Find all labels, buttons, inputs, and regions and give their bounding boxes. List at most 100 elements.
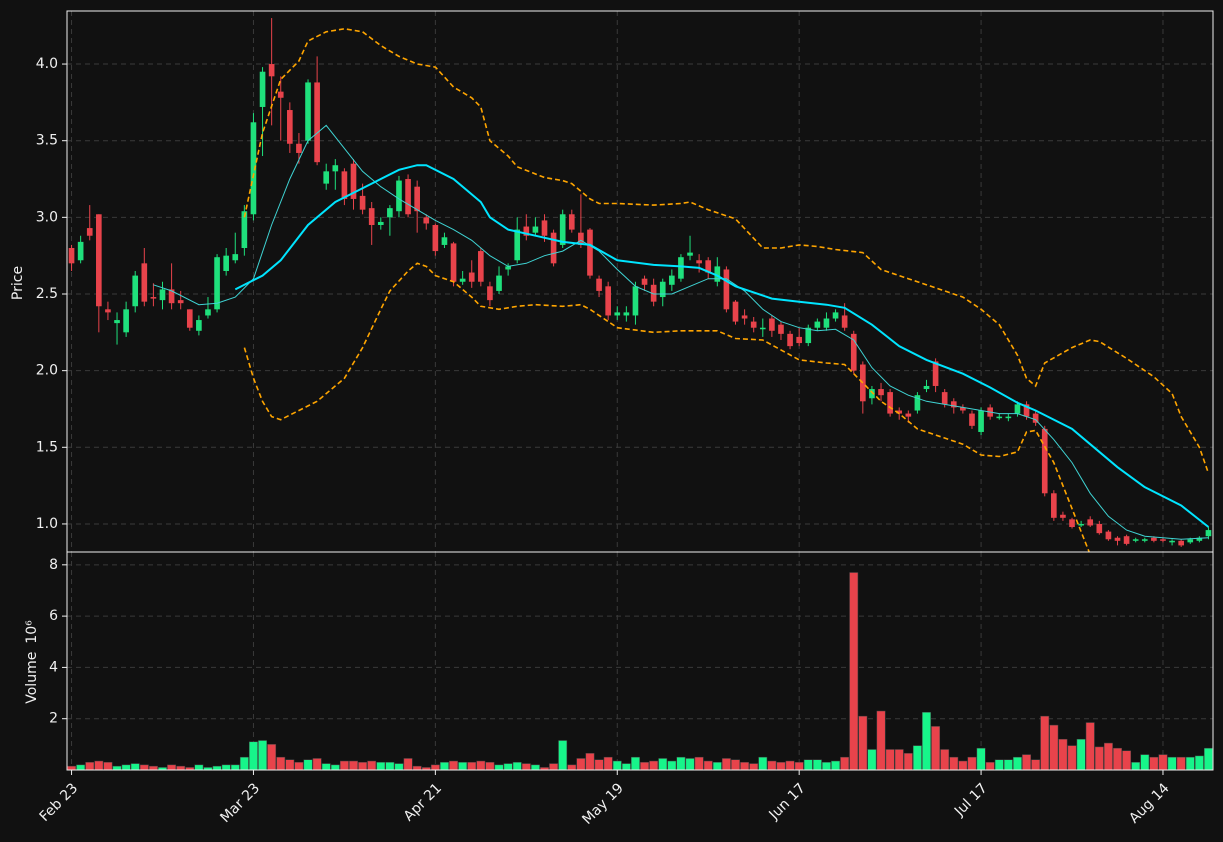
volume-bar xyxy=(76,764,86,771)
volume-bar xyxy=(1140,754,1150,771)
candle-body xyxy=(778,324,784,334)
volume-bar xyxy=(1049,724,1059,771)
candle-body xyxy=(605,286,611,316)
volume-bar xyxy=(721,758,731,771)
candle-body xyxy=(77,241,84,261)
candle-body xyxy=(159,289,166,301)
candle-body xyxy=(832,312,839,319)
volume-bar xyxy=(603,756,613,771)
candle-body xyxy=(514,229,521,261)
volume-bar xyxy=(894,749,904,771)
volume-bar xyxy=(1204,747,1213,771)
volume-bar xyxy=(740,762,750,771)
candle-body xyxy=(114,320,120,324)
candle-body xyxy=(1051,493,1057,518)
volume-bar xyxy=(931,726,941,771)
volume-bar xyxy=(176,765,186,771)
volume-bar xyxy=(585,753,595,771)
candle-body xyxy=(132,275,139,307)
candle-body xyxy=(869,389,875,399)
candle-body xyxy=(614,312,621,316)
candle-body xyxy=(1005,416,1012,419)
candle-body xyxy=(141,263,148,302)
y-tick-label: 2.5 xyxy=(36,286,58,302)
candle-body xyxy=(459,278,466,282)
volume-bar xyxy=(1158,754,1168,771)
volume-bar xyxy=(549,763,559,771)
candle-body xyxy=(978,410,984,432)
volume-bar xyxy=(339,760,349,771)
y-tick-label: 3.5 xyxy=(36,133,58,149)
volume-bar xyxy=(912,745,922,771)
volume-bar xyxy=(694,756,704,771)
volume-bar xyxy=(349,760,358,771)
volume-bar xyxy=(1185,756,1195,771)
candle-body xyxy=(641,278,648,285)
candle-body xyxy=(887,392,893,414)
volume-bar xyxy=(940,749,950,771)
volume-bar xyxy=(367,760,377,771)
volume-bar xyxy=(876,710,886,771)
volume-bar xyxy=(903,753,913,771)
candle-body xyxy=(1069,519,1075,528)
volume-bar xyxy=(685,758,695,771)
candle-body xyxy=(1151,537,1157,541)
candle-body xyxy=(587,229,593,276)
candle-body xyxy=(787,333,793,347)
volume-bar xyxy=(558,740,568,771)
volume-bar xyxy=(594,759,604,771)
candle-body xyxy=(1041,428,1048,494)
volume-bar xyxy=(822,762,831,771)
volume-bar xyxy=(530,764,540,771)
volume-bar xyxy=(1058,738,1068,771)
volume-bar xyxy=(803,759,813,771)
volume-bar xyxy=(567,764,577,771)
candle-body xyxy=(259,71,266,107)
candle-body xyxy=(68,248,75,264)
volume-bar xyxy=(440,762,449,771)
volume-bar xyxy=(1013,756,1022,771)
candle-body xyxy=(914,395,921,411)
volume-bar xyxy=(258,740,267,771)
candle-body xyxy=(496,275,502,291)
candle-body xyxy=(241,211,248,249)
y-tick-label: 4 xyxy=(49,659,58,675)
volume-bar xyxy=(139,764,149,771)
candle-body xyxy=(96,214,102,307)
candle-body xyxy=(487,286,493,301)
candle-body xyxy=(523,226,530,236)
volume-bar xyxy=(412,765,422,771)
candle-body xyxy=(414,186,420,212)
volume-bar xyxy=(658,758,668,771)
candle-body xyxy=(714,266,721,282)
candle-body xyxy=(759,327,766,330)
volume-bar xyxy=(476,760,486,771)
volume-bar xyxy=(967,756,977,771)
candle-body xyxy=(687,252,693,256)
candle-body xyxy=(878,389,884,396)
candle-body xyxy=(769,318,775,331)
candle-body xyxy=(596,278,602,291)
candle-body xyxy=(568,214,575,230)
volume-bar xyxy=(1076,738,1086,771)
volume-bar xyxy=(376,762,386,771)
candle-body xyxy=(441,237,448,245)
candle-body xyxy=(1132,539,1139,541)
volume-bar xyxy=(1113,747,1122,771)
candle-body xyxy=(268,64,275,77)
volume-bar xyxy=(85,762,95,771)
candle-body xyxy=(305,82,311,141)
volume-bar xyxy=(267,744,277,771)
volume-bar xyxy=(103,762,113,771)
volume-bar xyxy=(949,756,959,771)
band-line xyxy=(243,27,1210,474)
candle-body xyxy=(232,254,239,261)
volume-bar xyxy=(358,762,368,771)
volume-bar xyxy=(121,764,131,771)
candle-body xyxy=(478,251,484,282)
candle-body xyxy=(1187,539,1194,543)
volume-bar xyxy=(1022,754,1031,771)
volume-bar xyxy=(67,765,76,771)
candle-body xyxy=(296,143,302,153)
